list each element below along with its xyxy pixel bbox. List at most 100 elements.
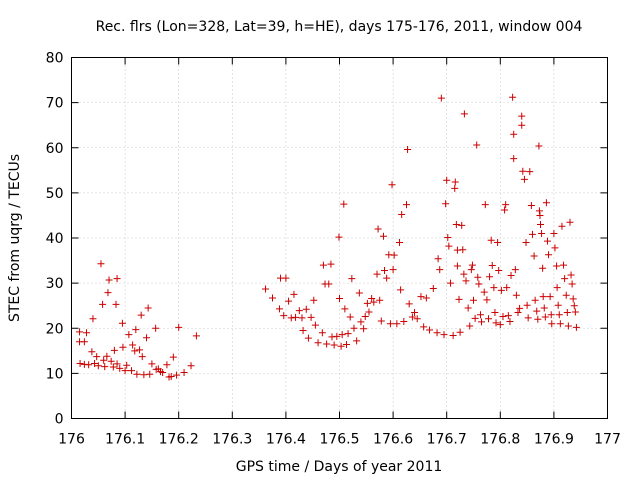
data-point <box>471 314 479 322</box>
y-tick-label: 10 <box>46 366 64 382</box>
data-point <box>480 288 488 296</box>
data-point <box>516 304 524 312</box>
data-point <box>381 266 389 274</box>
data-point <box>486 273 494 281</box>
data-point <box>539 293 547 301</box>
data-point <box>453 262 461 270</box>
data-point <box>140 371 148 379</box>
data-point <box>146 370 154 378</box>
data-point <box>545 251 553 259</box>
x-tick-label: 176.9 <box>534 432 574 448</box>
data-point <box>314 339 322 347</box>
data-point <box>468 261 476 269</box>
data-point <box>377 317 385 325</box>
chart-title: Rec. flrs (Lon=328, Lat=39, h=HE), days … <box>96 19 583 35</box>
data-point <box>527 202 535 210</box>
data-point <box>533 307 541 315</box>
data-point <box>180 368 188 376</box>
grid <box>71 57 608 419</box>
y-tick-label: 40 <box>46 231 64 247</box>
data-point <box>460 270 468 278</box>
data-point <box>510 155 518 163</box>
data-point <box>445 242 453 250</box>
data-point <box>125 331 133 339</box>
data-point <box>473 141 481 149</box>
data-point <box>350 324 358 332</box>
data-point <box>558 222 566 230</box>
data-point <box>103 352 111 360</box>
data-point <box>501 206 509 214</box>
data-point <box>144 304 152 312</box>
data-point <box>89 315 97 323</box>
data-point <box>319 261 327 269</box>
data-point <box>133 370 141 378</box>
data-point <box>386 320 394 328</box>
data-point <box>333 332 341 340</box>
data-point <box>376 296 384 304</box>
data-point <box>476 311 484 319</box>
data-point <box>506 317 514 325</box>
data-point <box>282 274 290 282</box>
data-point <box>571 308 579 316</box>
data-point <box>388 181 396 189</box>
data-point <box>383 274 391 282</box>
x-tick-label: 176 <box>58 432 85 448</box>
data-point <box>526 168 534 176</box>
data-point <box>413 315 421 323</box>
y-tick-label: 0 <box>55 412 64 428</box>
data-point <box>534 315 542 323</box>
data-point <box>192 332 200 340</box>
data-point <box>405 300 413 308</box>
data-point <box>311 321 319 329</box>
data-point <box>298 314 306 322</box>
data-point <box>522 239 530 247</box>
data-point <box>304 334 312 342</box>
data-point <box>310 296 318 304</box>
data-point <box>530 252 538 260</box>
data-point <box>99 300 107 308</box>
data-point <box>512 291 520 299</box>
data-point <box>101 363 109 371</box>
data-point <box>113 360 121 368</box>
y-tick-label: 70 <box>46 96 64 112</box>
x-tick-label: 176.6 <box>373 432 413 448</box>
data-point <box>518 121 526 129</box>
y-tick-label: 80 <box>46 51 64 67</box>
data-point <box>152 324 160 332</box>
data-point <box>553 262 561 270</box>
data-point <box>548 320 556 328</box>
data-point <box>368 294 376 302</box>
data-point <box>485 315 493 323</box>
data-point <box>337 342 345 350</box>
plot-frame <box>71 57 608 419</box>
data-point <box>93 353 101 361</box>
data-point <box>539 264 547 272</box>
data-point <box>569 295 577 303</box>
data-point <box>540 304 548 312</box>
data-point <box>132 326 140 334</box>
data-point <box>535 207 543 215</box>
data-point <box>136 346 144 354</box>
data-point <box>363 299 371 307</box>
data-point <box>443 176 451 184</box>
data-point <box>373 270 381 278</box>
data-point <box>537 220 544 228</box>
data-point <box>514 308 522 316</box>
data-point <box>451 178 459 186</box>
data-point <box>553 284 561 292</box>
data-point <box>547 311 555 319</box>
data-point <box>338 331 346 339</box>
data-point <box>175 323 183 331</box>
data-point <box>97 260 105 268</box>
data-point <box>88 348 96 356</box>
data-point <box>344 330 352 338</box>
data-point <box>460 110 468 118</box>
data-point <box>285 297 293 305</box>
data-point <box>131 347 139 355</box>
data-point <box>442 200 450 208</box>
data-point <box>76 328 84 336</box>
data-point <box>492 319 500 327</box>
data-point <box>357 318 365 326</box>
